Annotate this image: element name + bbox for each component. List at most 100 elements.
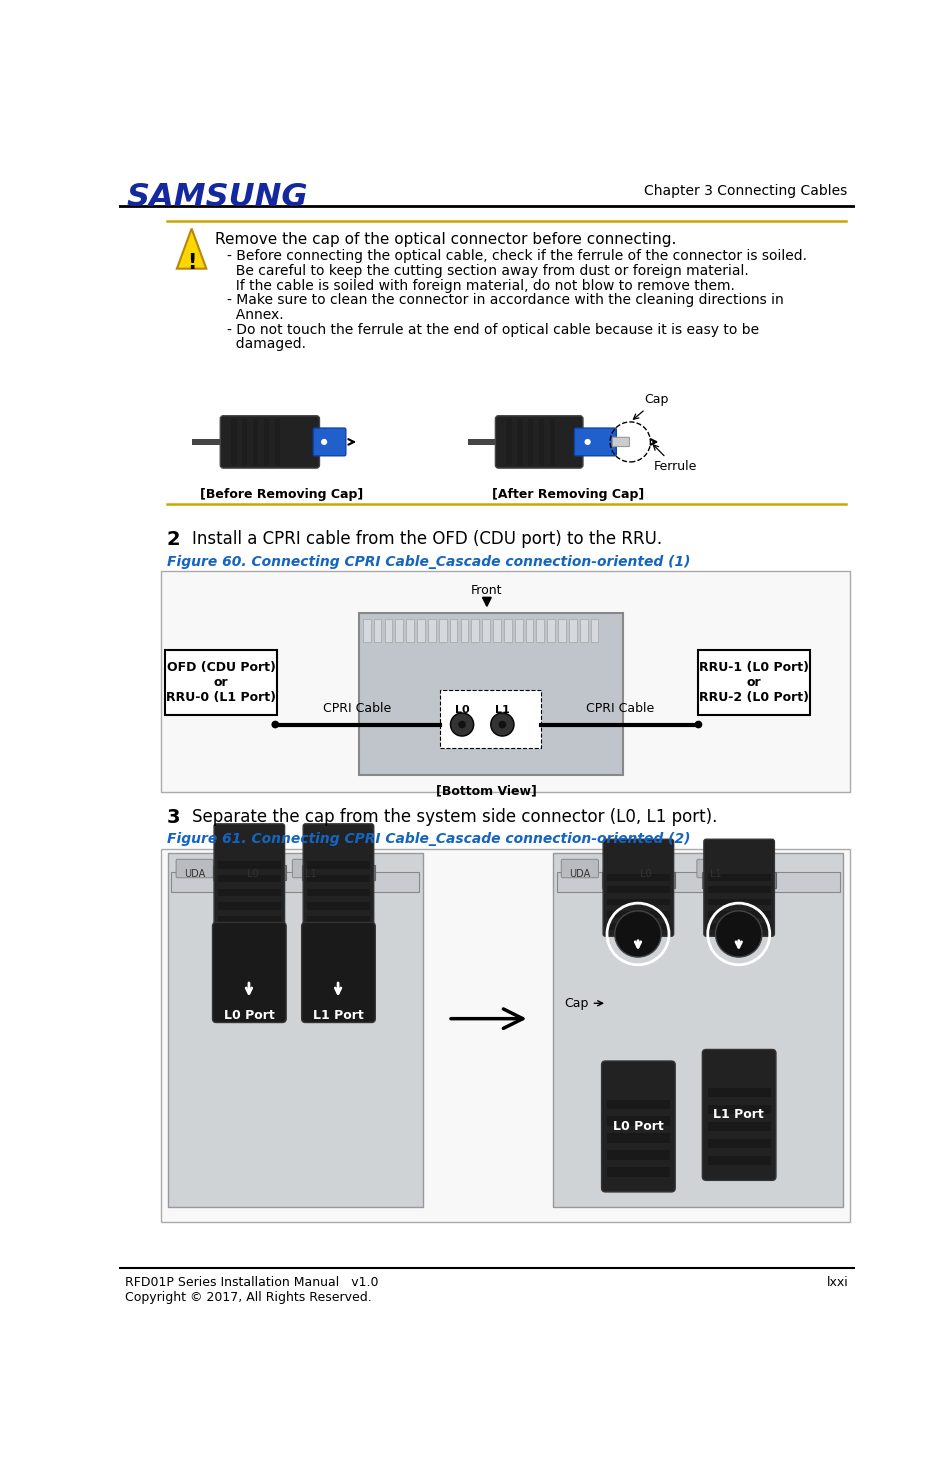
Text: [After Removing Cap]: [After Removing Cap]	[492, 488, 644, 501]
Text: Chapter 3 Connecting Cables: Chapter 3 Connecting Cables	[644, 184, 847, 198]
Bar	[307, 861, 370, 868]
Bar	[591, 618, 598, 642]
Bar	[275, 419, 280, 466]
Text: UDA: UDA	[569, 868, 591, 878]
Bar	[553, 853, 844, 1206]
Circle shape	[458, 721, 466, 729]
Circle shape	[707, 877, 713, 883]
FancyBboxPatch shape	[627, 859, 664, 878]
Circle shape	[306, 870, 313, 876]
Text: 2: 2	[167, 530, 180, 549]
Bar	[493, 618, 501, 642]
FancyBboxPatch shape	[303, 824, 373, 945]
Bar	[607, 911, 670, 918]
Circle shape	[272, 721, 279, 729]
Bar	[517, 419, 523, 466]
Bar	[439, 618, 446, 642]
Bar	[162, 570, 849, 792]
Text: Annex.: Annex.	[227, 308, 284, 322]
Text: damaged.: damaged.	[227, 338, 306, 351]
Bar	[359, 613, 622, 774]
Bar	[218, 889, 281, 896]
Bar	[708, 1089, 770, 1097]
FancyBboxPatch shape	[601, 1061, 675, 1191]
Text: Be careful to keep the cutting section away from dust or foreign material.: Be careful to keep the cutting section a…	[227, 264, 749, 278]
Text: L1: L1	[305, 868, 316, 878]
Bar	[607, 1150, 670, 1159]
Circle shape	[491, 712, 514, 736]
Text: RRU-1 (L0 Port)
or
RRU-2 (L0 Port): RRU-1 (L0 Port) or RRU-2 (L0 Port)	[699, 661, 809, 704]
Text: - Do not touch the ferrule at the end of optical cable because it is easy to be: - Do not touch the ferrule at the end of…	[227, 323, 759, 336]
Bar	[192, 439, 227, 445]
Bar	[307, 917, 370, 924]
Bar	[547, 618, 555, 642]
Bar	[607, 899, 670, 905]
Bar	[461, 618, 468, 642]
Text: CPRI Cable: CPRI Cable	[586, 702, 655, 715]
Text: Front: Front	[471, 585, 503, 598]
Text: - Make sure to clean the connector in accordance with the cleaning directions in: - Make sure to clean the connector in ac…	[227, 294, 784, 307]
Text: If the cable is soiled with foreign material, do not blow to remove them.: If the cable is soiled with foreign mate…	[227, 279, 735, 292]
Text: Figure 61. Connecting CPRI Cable_Cascade connection-oriented (2): Figure 61. Connecting CPRI Cable_Cascade…	[167, 833, 691, 846]
FancyBboxPatch shape	[176, 859, 214, 878]
Circle shape	[584, 439, 591, 445]
Bar	[607, 874, 670, 881]
Bar	[569, 618, 577, 642]
Text: SAMSUNG: SAMSUNG	[126, 182, 308, 213]
FancyBboxPatch shape	[702, 1049, 776, 1181]
Bar	[708, 899, 770, 905]
Text: [Before Removing Cap]: [Before Removing Cap]	[200, 488, 363, 501]
Bar	[607, 1099, 670, 1109]
Text: L0: L0	[247, 868, 258, 878]
Bar	[407, 618, 414, 642]
Bar	[708, 1156, 770, 1165]
Text: L1: L1	[710, 868, 721, 878]
Bar	[264, 419, 269, 466]
Bar	[231, 419, 237, 466]
FancyBboxPatch shape	[220, 416, 319, 469]
Bar	[242, 419, 247, 466]
FancyBboxPatch shape	[165, 649, 276, 714]
Text: L0: L0	[640, 868, 652, 878]
Bar	[708, 1105, 770, 1114]
Bar	[363, 618, 371, 642]
Bar	[162, 849, 849, 1222]
Text: OFD (CDU Port)
or
RRU-0 (L1 Port): OFD (CDU Port) or RRU-0 (L1 Port)	[166, 661, 276, 704]
Bar	[395, 618, 403, 642]
Bar	[167, 853, 424, 1206]
Text: UDA: UDA	[184, 868, 205, 878]
Bar	[307, 930, 370, 937]
Text: Cap: Cap	[564, 997, 602, 1009]
Text: Separate the cap from the system side connector (L0, L1 port).: Separate the cap from the system side co…	[192, 808, 718, 826]
Bar	[302, 865, 375, 880]
Circle shape	[275, 870, 281, 876]
Bar	[607, 1116, 670, 1125]
Bar	[515, 618, 523, 642]
FancyBboxPatch shape	[704, 839, 774, 936]
Bar	[504, 618, 512, 642]
Bar	[428, 618, 436, 642]
Bar	[550, 419, 555, 466]
FancyBboxPatch shape	[235, 859, 272, 878]
Bar	[525, 618, 533, 642]
Text: L0 Port: L0 Port	[223, 1009, 275, 1022]
Bar	[213, 865, 286, 880]
FancyBboxPatch shape	[314, 427, 346, 455]
Text: L1 Port: L1 Port	[313, 1009, 364, 1022]
Bar	[559, 618, 566, 642]
Bar	[449, 618, 458, 642]
FancyBboxPatch shape	[575, 427, 617, 455]
Bar	[607, 1134, 670, 1143]
Bar	[708, 911, 770, 918]
Bar	[218, 930, 281, 937]
Bar	[528, 419, 533, 466]
Bar	[467, 439, 503, 445]
Bar	[607, 1168, 670, 1177]
Bar	[307, 902, 370, 911]
Bar	[580, 618, 588, 642]
Bar	[607, 923, 670, 930]
Bar	[708, 886, 770, 893]
Bar	[557, 873, 840, 892]
Bar	[471, 618, 479, 642]
Text: L0: L0	[455, 705, 469, 715]
